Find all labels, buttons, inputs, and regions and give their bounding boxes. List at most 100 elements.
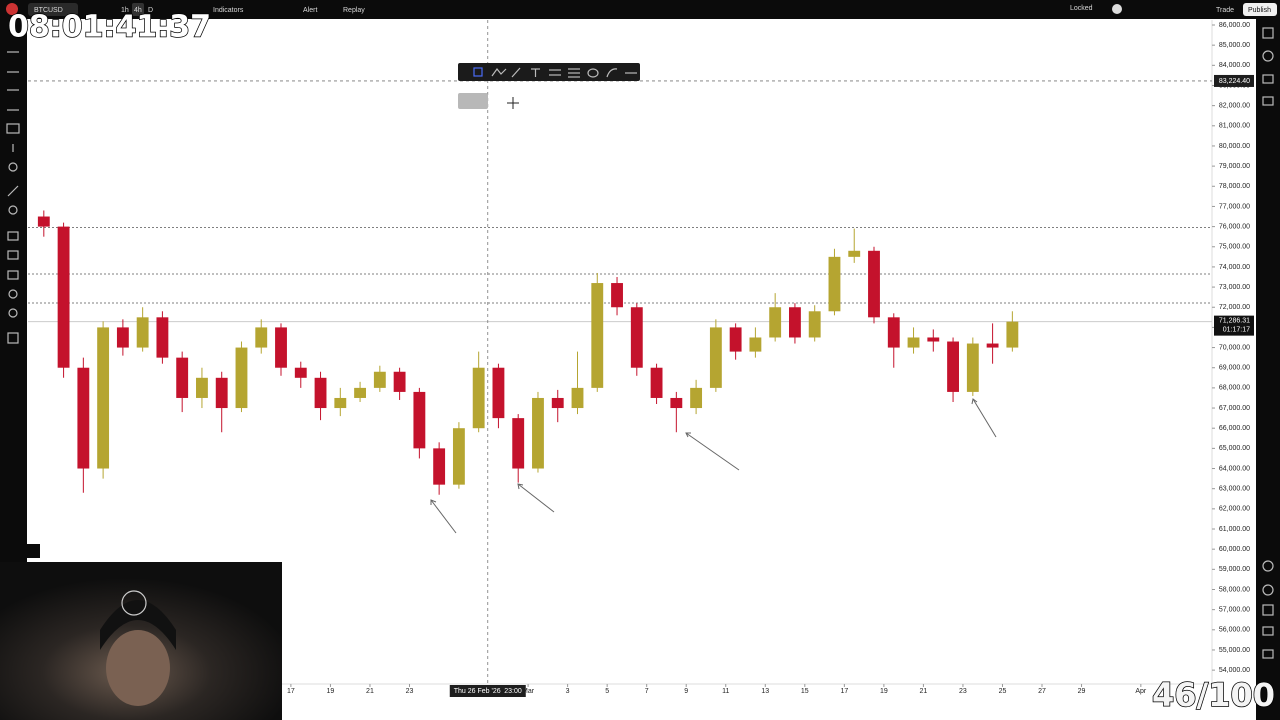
last-price: 71,286.31 [1219,317,1250,324]
candle-body [452,428,465,485]
candle-body [334,397,347,409]
symbol-button[interactable] [28,3,78,16]
x-tick-label: 17 [287,688,295,695]
top-bar [0,0,1280,19]
x-tick-label: 7 [645,688,649,695]
candle-body [294,367,307,378]
alert-button[interactable]: Alert [303,7,317,14]
candle-body [255,327,268,348]
x-tick-label: 17 [840,688,848,695]
candle-body [551,397,564,409]
y-tick-label: 84,000.00 [1219,62,1250,69]
last-price-box [1214,315,1254,336]
candle-body [887,317,900,348]
y-tick-label: 54,000.00 [1219,667,1250,674]
interval[interactable]: 1h [121,7,129,14]
y-tick-label: 69,000.00 [1219,365,1250,372]
candle-body [630,307,643,368]
y-tick-label: 86,000.00 [1219,22,1250,29]
y-tick-label: 77,000.00 [1219,203,1250,210]
candle-body [57,226,70,368]
drawing-tools[interactable] [473,67,637,78]
y-tick-label: 55,000.00 [1219,647,1250,654]
y-tick-label: 81,000.00 [1219,123,1250,130]
candle-body [1006,321,1019,348]
y-tick-label: 61,000.00 [1219,526,1250,533]
ring-light [121,590,147,616]
candle-body [393,371,406,392]
arrows [430,398,997,534]
y-tick-label: 60,000.00 [1219,546,1250,553]
candle-body [828,256,841,312]
candle-body [611,283,623,308]
x-tick-label: 27 [1038,688,1046,695]
candle-body [77,367,90,469]
candle-body [808,311,821,338]
candle-body [275,327,287,368]
y-tick-label: 76,000.00 [1219,223,1250,230]
candle-body [690,387,703,409]
candle-body [37,216,50,227]
y-tick-label: 78,000.00 [1219,183,1250,190]
x-tick-label: 21 [920,688,928,695]
publish-button[interactable]: Publish [1248,7,1271,14]
x-tick-label: 25 [999,688,1007,695]
y-tick-label: 79,000.00 [1219,163,1250,170]
candle-body [433,448,446,485]
crosshair-price-box [1214,74,1254,87]
y-tick-label: 57,000.00 [1219,606,1250,613]
candle-body [176,357,189,398]
candle-body [650,367,663,398]
interval[interactable]: 4h [134,7,142,14]
y-tick-label: 75,000.00 [1219,244,1250,251]
candle-body [97,327,110,469]
symbol[interactable]: BTCUSD [34,7,63,14]
indicators-button[interactable]: Indicators [213,7,244,14]
candle-body [156,317,169,358]
candle-body [868,250,880,318]
candle-body [848,250,861,257]
widget-icons[interactable] [1262,27,1274,659]
candle-body [413,391,426,449]
candle-body [986,343,999,348]
candle-body [512,418,525,469]
trade-button[interactable]: Trade [1216,7,1234,14]
x-tick-label: Apr [1135,688,1147,695]
candle-body [789,307,801,338]
drawing-toolbar [458,63,640,81]
y-tick-label: 66,000.00 [1219,425,1250,432]
x-tick-label: 21 [366,688,374,695]
cursor [507,97,519,109]
stream-bar [0,544,40,558]
x-tick-label: 23 [406,688,414,695]
locked-status[interactable]: Locked [1070,5,1093,12]
x-tick-label: 3 [566,688,570,695]
candle-body [571,387,584,409]
countdown: 01:17:17 [1223,326,1250,333]
crosshair-date: Thu 26 Feb '26 [454,688,501,695]
candle-body [116,327,129,348]
candle-body [235,347,248,409]
candle-body [532,397,544,469]
x-tick-label: 11 [722,688,729,695]
x-tick-label: 13 [761,688,769,695]
tool-icons[interactable] [6,51,20,344]
timer: 08:01:41:37 [8,10,211,45]
y-tick-label: 58,000.00 [1219,586,1250,593]
webcam-face [106,630,170,706]
x-tick-label: 15 [801,688,809,695]
interval[interactable]: D [148,7,153,14]
counter: 46/100 [1152,676,1275,714]
candle-body [769,307,782,338]
plot: 86,000.0085,000.0084,000.0083,000.0082,0… [28,20,1256,700]
lock-icon[interactable] [1112,4,1122,14]
x-tick-label: 9 [684,688,688,695]
avatar[interactable] [6,3,18,15]
y-tick-label: 68,000.00 [1219,385,1250,392]
replay-button[interactable]: Replay [343,7,365,14]
x-tick-label: 19 [327,688,335,695]
interval-active [132,3,144,16]
publish-bg[interactable] [1243,3,1277,16]
template-button[interactable] [458,93,488,109]
